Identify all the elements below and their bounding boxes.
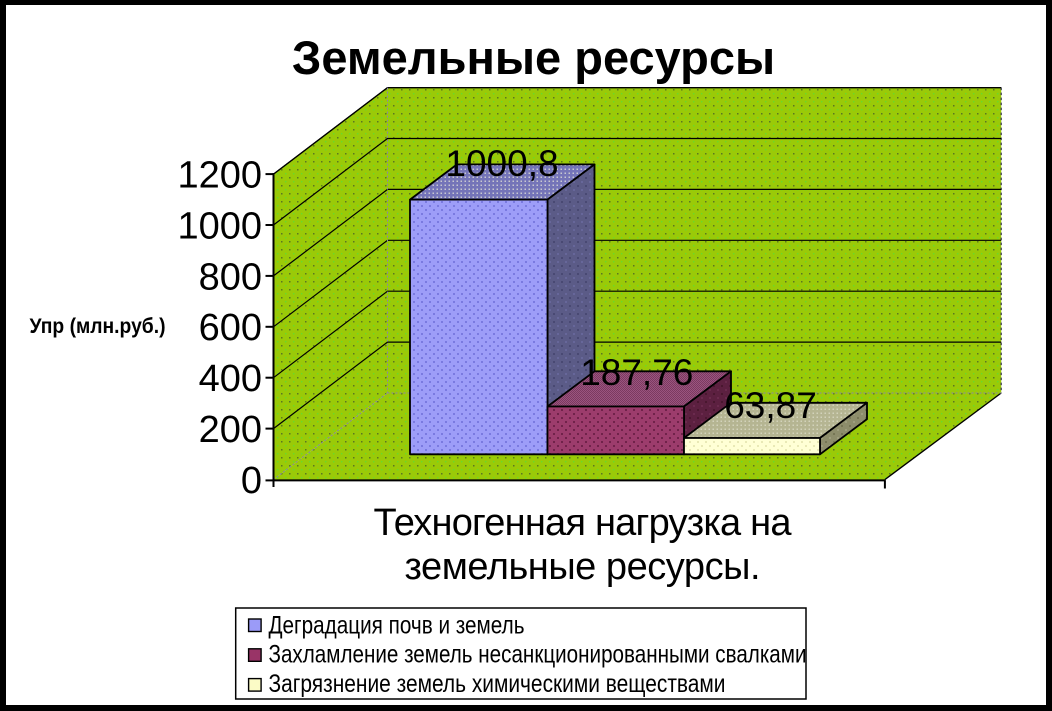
- svg-text:63,87: 63,87: [724, 385, 817, 426]
- svg-text:Загрязнение земель химическими: Загрязнение земель химическими веществам…: [269, 670, 726, 698]
- svg-text:Упр (млн.руб.): Упр (млн.руб.): [30, 315, 166, 338]
- svg-text:Захламление земель несанкциони: Захламление земель несанкционированными …: [269, 641, 807, 669]
- svg-text:400: 400: [199, 358, 262, 400]
- svg-text:земельные ресурсы.: земельные ресурсы.: [405, 546, 761, 588]
- svg-text:1200: 1200: [177, 155, 262, 197]
- svg-text:0: 0: [241, 460, 262, 502]
- svg-text:Земельные ресурсы: Земельные ресурсы: [292, 31, 775, 84]
- svg-text:187,76: 187,76: [580, 352, 693, 393]
- svg-text:Деградация почв и земель: Деградация почв и земель: [269, 612, 525, 640]
- svg-text:Техногенная нагрузка на: Техногенная нагрузка на: [374, 502, 793, 544]
- svg-text:200: 200: [199, 409, 262, 451]
- svg-text:1000,8: 1000,8: [445, 143, 558, 184]
- svg-text:600: 600: [199, 307, 262, 349]
- svg-text:1000: 1000: [177, 205, 262, 247]
- svg-text:800: 800: [199, 256, 262, 298]
